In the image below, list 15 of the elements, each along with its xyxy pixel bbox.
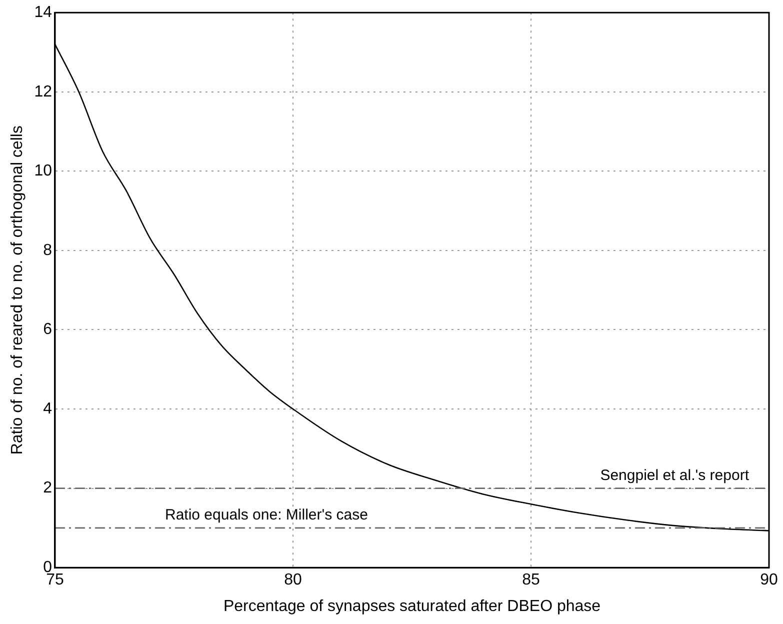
y-tick-label: 4 — [43, 400, 52, 418]
y-tick-label: 12 — [34, 83, 52, 100]
x-tick-label: 90 — [760, 572, 778, 589]
x-tick-label: 85 — [522, 572, 540, 589]
ref-line-label: Sengpiel et al.'s report — [600, 466, 750, 484]
ref-line-label: Ratio equals one: Miller's case — [164, 506, 368, 524]
x-tick-label: 75 — [46, 572, 64, 589]
y-axis-title: Ratio of no. of reared to no. of orthogonal cells — [9, 126, 26, 455]
y-tick-label: 2 — [43, 480, 52, 497]
x-tick-label: 80 — [284, 572, 302, 589]
y-tick-label: 10 — [34, 162, 52, 180]
x-axis-title: Percentage of synapses saturated after DBEO phase — [223, 598, 601, 615]
y-tick-label: 6 — [43, 321, 52, 338]
y-tick-label: 8 — [43, 242, 52, 259]
y-tick-label: 14 — [34, 4, 52, 22]
